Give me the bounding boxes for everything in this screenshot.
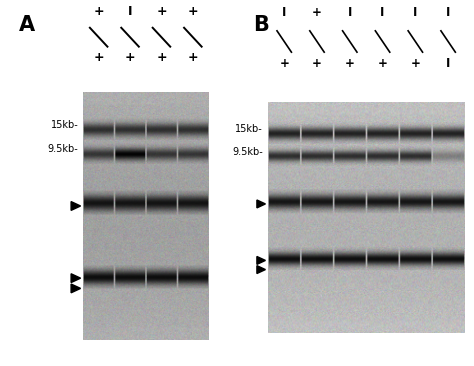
Text: +: + — [312, 5, 322, 19]
Polygon shape — [71, 284, 81, 293]
Polygon shape — [257, 266, 265, 273]
Text: +: + — [93, 5, 104, 18]
Text: +: + — [125, 51, 136, 64]
Text: +: + — [345, 57, 355, 70]
Text: 9.5kb-: 9.5kb- — [47, 144, 78, 154]
Text: 15kb-: 15kb- — [235, 124, 263, 134]
Text: +: + — [156, 51, 167, 64]
Text: +: + — [188, 5, 198, 18]
Text: I: I — [446, 57, 450, 70]
Text: A: A — [19, 15, 35, 35]
Text: +: + — [156, 5, 167, 18]
Text: I: I — [347, 5, 352, 19]
Text: +: + — [188, 51, 198, 64]
Polygon shape — [71, 202, 81, 210]
Text: +: + — [93, 51, 104, 64]
Text: +: + — [312, 57, 322, 70]
Text: I: I — [128, 5, 132, 18]
Polygon shape — [257, 257, 265, 264]
Text: +: + — [410, 57, 420, 70]
Polygon shape — [257, 200, 265, 208]
Text: I: I — [380, 5, 385, 19]
Text: 15kb-: 15kb- — [50, 120, 78, 130]
Text: I: I — [413, 5, 418, 19]
Text: B: B — [254, 15, 269, 35]
Text: I: I — [446, 5, 450, 19]
Text: 9.5kb-: 9.5kb- — [232, 147, 263, 157]
Polygon shape — [71, 274, 81, 283]
Text: I: I — [282, 5, 286, 19]
Text: +: + — [378, 57, 387, 70]
Text: +: + — [279, 57, 289, 70]
